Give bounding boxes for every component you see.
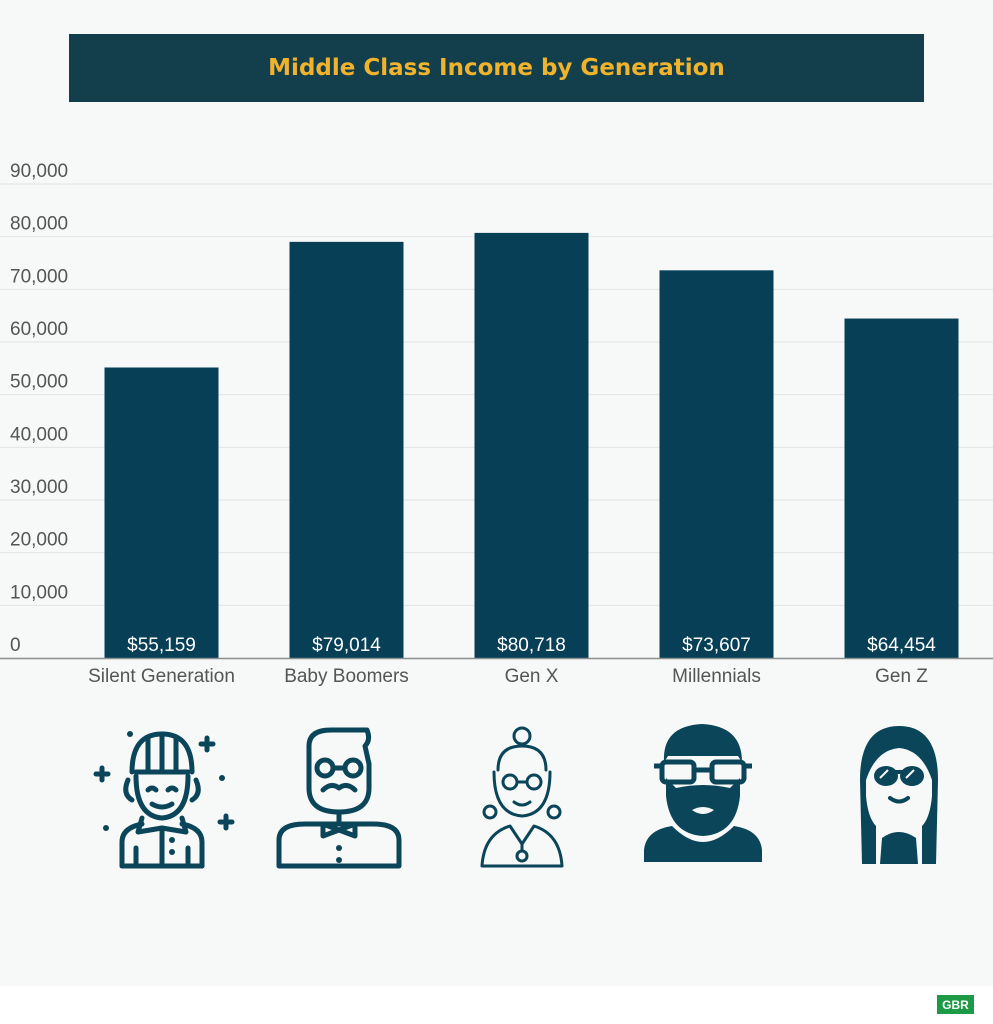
hipster-man-icon	[276, 727, 402, 869]
x-category-label: Gen X	[505, 666, 559, 687]
bar-chart: 0 10,000 20,000 30,000 40,000 50,000 60,000 70,…	[0, 161, 993, 687]
title-bar: Middle Class Income by Generation	[69, 34, 924, 102]
x-category-label: Gen Z	[875, 666, 928, 687]
gbr-logo-badge: GBR	[937, 995, 974, 1014]
bar-value-label: $55,159	[127, 635, 196, 656]
girl-with-sunglasses-icon	[860, 726, 938, 864]
y-tick-label: 80,000	[10, 214, 68, 235]
y-tick-label: 90,000	[10, 161, 68, 182]
bar	[844, 318, 959, 658]
bar	[474, 232, 589, 658]
y-tick-label: 10,000	[10, 582, 68, 603]
y-tick-label: 20,000	[10, 530, 68, 551]
woman-with-glasses-icon	[480, 726, 564, 868]
bar-value-label: $64,454	[867, 635, 936, 656]
bearded-man-icon	[644, 724, 762, 862]
x-category-label: Baby Boomers	[284, 666, 409, 687]
y-tick-label: 0	[10, 635, 21, 656]
elderly-woman-icon	[93, 731, 235, 869]
y-tick-label: 50,000	[10, 372, 68, 393]
y-tick-label: 60,000	[10, 319, 68, 340]
y-tick-label: 70,000	[10, 266, 68, 287]
y-tick-label: 30,000	[10, 477, 68, 498]
x-category-label: Silent Generation	[88, 666, 235, 687]
bar-value-label: $80,718	[497, 635, 566, 656]
y-tick-label: 40,000	[10, 424, 68, 445]
bar	[104, 367, 219, 658]
bar	[289, 241, 404, 658]
bar-value-label: $73,607	[682, 635, 751, 656]
x-category-label: Millennials	[672, 666, 761, 687]
bar-value-label: $79,014	[312, 635, 381, 656]
bar	[659, 270, 774, 658]
chart-title: Middle Class Income by Generation	[268, 55, 725, 81]
